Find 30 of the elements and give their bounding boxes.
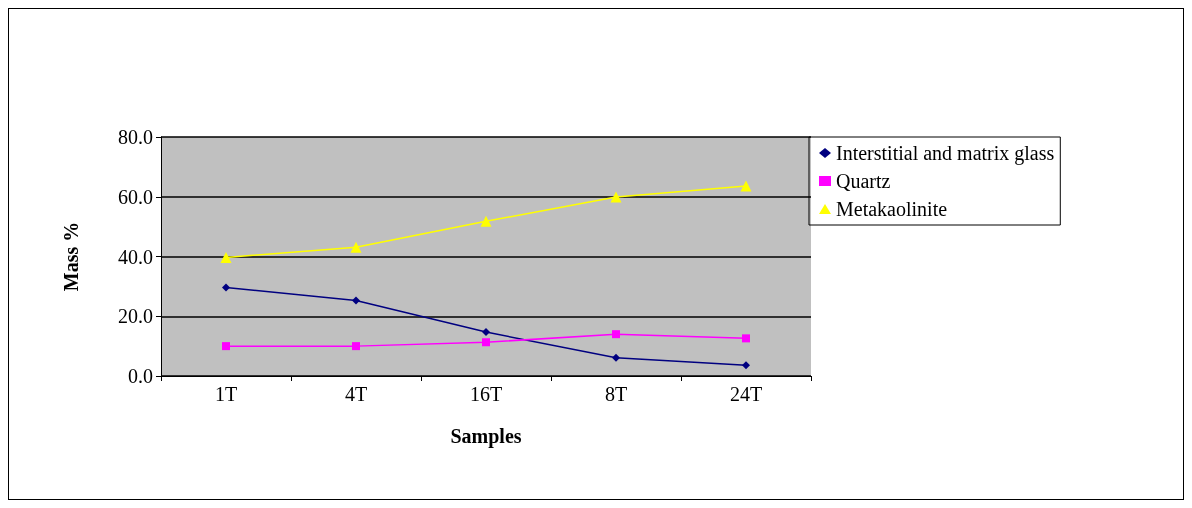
legend-label: Quartz bbox=[836, 170, 891, 192]
y-tick-label: 80.0 bbox=[118, 126, 153, 148]
point bbox=[612, 353, 620, 362]
y-tick-label: 60.0 bbox=[118, 185, 153, 208]
point bbox=[610, 191, 622, 203]
x-tick-label: 4T bbox=[344, 383, 368, 405]
point bbox=[742, 334, 750, 343]
y-tick-label: 20.0 bbox=[118, 305, 153, 328]
y-axis-title: Mass % bbox=[60, 221, 82, 292]
y-tick-label: 40.0 bbox=[118, 245, 153, 268]
x-tick-label: 16T bbox=[469, 383, 503, 405]
x-tick-label: 24T bbox=[729, 383, 763, 405]
legend-label: Interstitial and matrix glass bbox=[836, 142, 1055, 165]
x-axis-title: Samples bbox=[450, 425, 522, 448]
point bbox=[742, 361, 750, 370]
legend-label: Metakaolinite bbox=[836, 198, 948, 220]
point bbox=[612, 330, 620, 339]
point bbox=[222, 283, 230, 292]
y-tick-label: 0.0 bbox=[128, 365, 153, 387]
point bbox=[482, 338, 490, 347]
point bbox=[480, 215, 492, 227]
point bbox=[352, 296, 360, 305]
x-tick-label: 8T bbox=[604, 383, 628, 405]
point bbox=[222, 342, 230, 351]
x-tick-label: 1T bbox=[214, 383, 238, 405]
point bbox=[352, 342, 360, 351]
point bbox=[740, 180, 752, 192]
point bbox=[482, 328, 490, 337]
point bbox=[220, 251, 232, 263]
point bbox=[350, 241, 362, 253]
